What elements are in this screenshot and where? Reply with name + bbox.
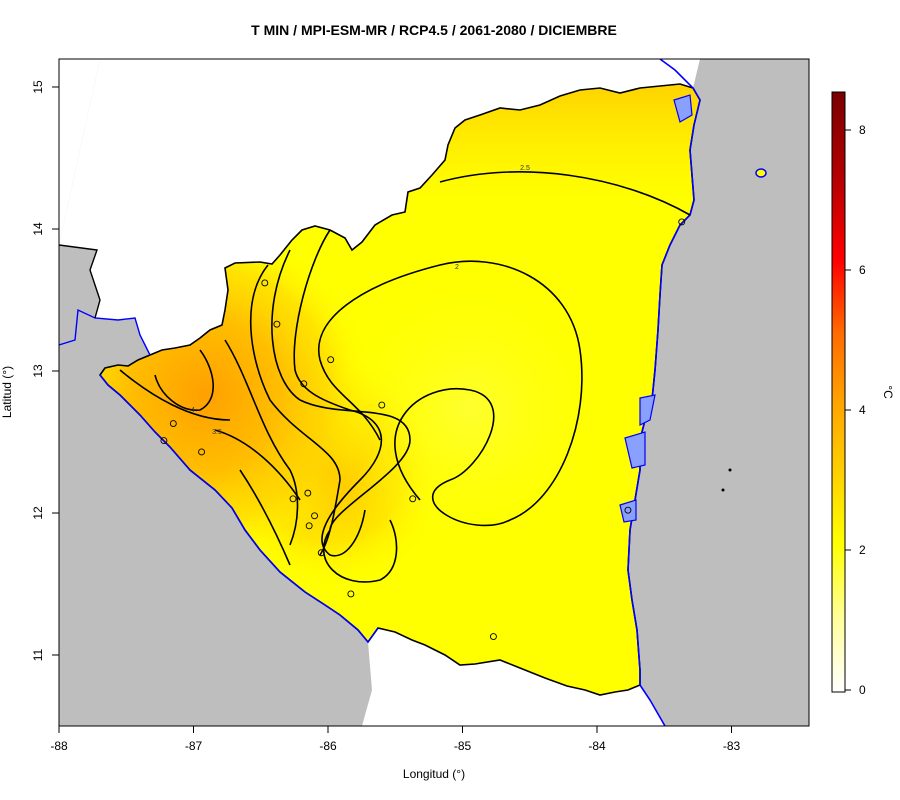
- y-tick-label: 13: [31, 364, 45, 378]
- colorbar-tick-label: 6: [859, 263, 866, 277]
- y-tick-label: 14: [31, 222, 45, 236]
- x-tick-label: -83: [723, 739, 741, 753]
- station-marker: [311, 512, 318, 520]
- plot-area: 2.5 2 4 3.5: [59, 59, 809, 726]
- contour-label-4: 4: [191, 407, 195, 414]
- contour-3-far-south: [239, 469, 291, 566]
- fonseca-coastline: [59, 308, 151, 356]
- station-marker: [169, 420, 177, 427]
- lagoon-bluefields: [619, 499, 637, 523]
- contour-2-5-north: [439, 171, 691, 216]
- caribbean-area: [59, 59, 809, 726]
- contour-lines: [119, 171, 691, 583]
- island-dot-1: [728, 468, 732, 472]
- costa-rica-north-area: [362, 628, 665, 726]
- south-coastline: [639, 684, 666, 726]
- colorbar-tick-label: 2: [859, 543, 866, 557]
- colorbar-unit: °C: [881, 385, 895, 399]
- y-tick-label: 12: [31, 506, 45, 520]
- station-marker: [317, 549, 325, 557]
- colorbar-tick-label: 8: [859, 123, 866, 137]
- x-tick-label: -88: [50, 739, 68, 753]
- x-tick-label: -85: [454, 739, 472, 753]
- lagoon-pearl: [639, 394, 656, 426]
- north-white: [59, 59, 100, 245]
- island-cays: [755, 168, 767, 178]
- station-marker: [198, 448, 206, 456]
- colorbar: [831, 91, 846, 693]
- y-tick-label: 15: [31, 80, 45, 94]
- contour-3-5-b: [224, 339, 299, 546]
- lagoon-central: [624, 431, 646, 469]
- caribbean-coastline: [627, 59, 701, 685]
- station-marker: [289, 495, 297, 503]
- station-marker: [489, 633, 497, 640]
- station-marker: [327, 356, 335, 364]
- y-tick-label: 11: [31, 648, 45, 661]
- costa-rica-land: [59, 375, 665, 726]
- x-axis: -88 -87 -86 -85 -84 -83: [50, 726, 740, 753]
- station-marker: [409, 495, 417, 503]
- colorbar-tick-label: 4: [859, 403, 866, 417]
- x-tick-label: -84: [588, 739, 606, 753]
- station-marker: [378, 401, 386, 409]
- contour-2-5-inner: [271, 249, 411, 583]
- honduras-border: [59, 244, 101, 319]
- contour-label-2-5: 2.5: [520, 165, 530, 172]
- plot-frame: [58, 58, 810, 727]
- station-marker: [304, 489, 312, 497]
- honduras-area: [59, 59, 700, 355]
- contour-3-south: [214, 429, 301, 501]
- station-marker: [300, 380, 308, 388]
- station-marker: [160, 437, 168, 445]
- contour-label-2: 2: [455, 264, 459, 271]
- x-tick-label: -87: [185, 739, 203, 753]
- pacific-coastline: [99, 374, 379, 644]
- contour-label-3-5: 3.5: [212, 429, 222, 436]
- contour-3: [293, 229, 383, 557]
- y-axis: 11 12 13 14 15: [31, 80, 59, 661]
- y-axis-title: Latitud (°): [0, 366, 14, 418]
- x-axis-title: Longitud (°): [403, 767, 465, 781]
- station-marker: [261, 279, 269, 287]
- colorbar-ticks: 0 2 4 6 8: [845, 123, 866, 697]
- station-marker: [305, 522, 313, 530]
- contour-3-5-west: [119, 369, 231, 421]
- station-marker: [678, 218, 686, 226]
- station-markers: [160, 218, 686, 640]
- x-tick-label: -86: [319, 739, 337, 753]
- lagoon-north: [673, 94, 693, 123]
- island-dot-2: [721, 488, 725, 492]
- contour-3-5-a: [249, 264, 341, 556]
- colorbar-tick-label: 0: [859, 683, 866, 697]
- station-marker: [347, 590, 355, 598]
- station-marker: [624, 506, 632, 514]
- station-marker: [273, 320, 281, 328]
- contour-4: [154, 349, 214, 411]
- map-title: T MIN / MPI-ESM-MR / RCP4.5 / 2061-2080 …: [251, 22, 617, 38]
- contour-2: [317, 260, 583, 527]
